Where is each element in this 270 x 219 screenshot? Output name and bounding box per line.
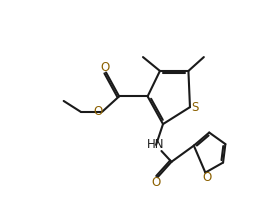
Text: O: O xyxy=(93,105,102,118)
Text: O: O xyxy=(202,171,211,184)
Text: O: O xyxy=(151,176,161,189)
Text: S: S xyxy=(191,101,198,114)
Text: HN: HN xyxy=(147,138,164,151)
Text: O: O xyxy=(101,61,110,74)
